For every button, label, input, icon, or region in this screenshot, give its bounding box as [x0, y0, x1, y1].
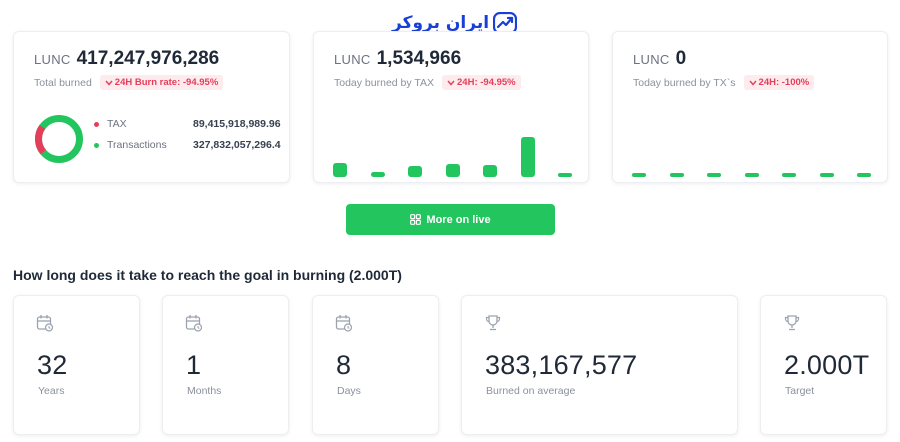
total-burned-card: LUNC 417,247,976,286 Total burned 24H Bu… — [13, 31, 290, 183]
tax-change-badge: 24H: -94.95% — [442, 75, 521, 90]
chevron-down-icon — [447, 80, 455, 86]
goal-section-title: How long does it take to reach the goal … — [13, 267, 402, 283]
legend-transactions-value: 327,832,057,296.4 — [193, 139, 281, 151]
average-burned-value: 383,167,577 — [485, 350, 638, 380]
tx-bar-1 — [632, 173, 646, 177]
chevron-down-icon — [105, 80, 113, 86]
tax-bar-3 — [408, 165, 422, 177]
months-label: Months — [187, 385, 222, 397]
trophy-icon — [485, 315, 501, 331]
tx-burned-label: Today burned by TX`s — [633, 76, 736, 89]
currency-label: LUNC — [334, 52, 371, 67]
tax-bar-1 — [333, 162, 347, 177]
tax-burned-value: 1,534,966 — [376, 48, 462, 69]
donut-transactions-segment — [35, 115, 83, 163]
months-value: 1 — [186, 350, 202, 380]
tax-bar-chart — [314, 32, 588, 182]
years-value: 32 — [37, 350, 68, 380]
trophy-icon — [784, 315, 800, 331]
average-burned-label: Burned on average — [486, 385, 576, 397]
burn-rate-badge: 24H Burn rate: -94.95% — [99, 75, 224, 90]
donut-tax-segment — [35, 115, 83, 163]
tax-bar-6 — [520, 137, 535, 177]
legend-tax: TAX 89,415,918,989.96 — [94, 118, 281, 130]
tax-bar-2 — [370, 171, 385, 177]
goal-card-target: 2.000T Target — [760, 295, 887, 435]
years-label: Years — [38, 385, 65, 397]
goal-card-average: 383,167,577 Burned on average — [461, 295, 738, 435]
tx-bar-7 — [857, 173, 871, 177]
tx-bar-6 — [819, 173, 834, 177]
brand-logo-text: ایران بروکر — [392, 13, 490, 33]
legend-transactions: Transactions 327,832,057,296.4 — [94, 139, 281, 151]
currency-label: LUNC — [633, 52, 670, 67]
tx-bar-3 — [707, 173, 721, 177]
total-burned-value: 417,247,976,286 — [76, 48, 220, 69]
tx-bar-5 — [782, 173, 796, 177]
legend-tax-value: 89,415,918,989.96 — [193, 118, 281, 130]
target-label: Target — [785, 385, 815, 397]
more-on-live-button[interactable]: More on live — [346, 204, 555, 235]
tx-burned-value: 0 — [675, 48, 687, 69]
legend-tax-label: TAX — [107, 118, 127, 130]
goal-card-months: 1 Months — [162, 295, 289, 435]
calendar-icon — [185, 315, 203, 332]
tx-burned-card: LUNC 0 Today burned by TX`s 24H: -100% — [612, 31, 888, 183]
days-label: Days — [337, 385, 361, 397]
tax-burned-card: LUNC 1,534,966 Today burned by TAX 24H: … — [313, 31, 589, 183]
tx-bar-4 — [744, 173, 759, 177]
tax-bar-4 — [445, 163, 460, 177]
target-value: 2.000T — [784, 350, 870, 380]
goal-card-years: 32 Years — [13, 295, 140, 435]
calendar-icon — [335, 315, 353, 332]
burn-rate-text: 24H Burn rate: -94.95% — [114, 77, 219, 88]
burn-donut-chart — [35, 115, 83, 163]
currency-label: LUNC — [34, 52, 71, 67]
tax-bar-7 — [558, 173, 572, 177]
tax-change-text: 24H: -94.95% — [457, 77, 516, 88]
calendar-icon — [36, 315, 54, 332]
tx-bar-chart — [613, 32, 887, 182]
goal-card-days: 8 Days — [312, 295, 439, 435]
days-value: 8 — [336, 350, 352, 380]
grid-icon — [410, 214, 422, 225]
tx-bar-2 — [669, 173, 684, 177]
legend-tax-dot — [94, 121, 99, 127]
tax-bar-5 — [483, 165, 497, 177]
total-burned-label: Total burned — [34, 76, 92, 89]
legend-transactions-dot — [94, 142, 99, 148]
brand-logo[interactable]: ایران بروکر — [392, 12, 518, 34]
tax-burned-label: Today burned by TAX — [334, 76, 435, 89]
more-on-live-label: More on live — [426, 213, 491, 226]
chevron-down-icon — [748, 80, 757, 86]
legend-transactions-label: Transactions — [107, 139, 167, 151]
chart-trend-icon — [493, 12, 518, 34]
tx-change-text: 24H: -100% — [758, 77, 810, 88]
tx-change-badge: 24H: -100% — [743, 75, 815, 90]
